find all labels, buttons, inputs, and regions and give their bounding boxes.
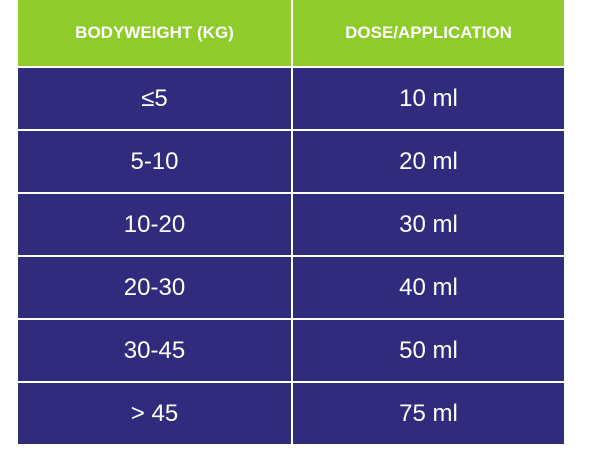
table-row: 10-20 30 ml (18, 192, 564, 257)
dose-cell: 50 ml (291, 318, 564, 383)
table-row: 30-45 50 ml (18, 318, 564, 383)
dosage-table: BODYWEIGHT (KG) DOSE/APPLICATION ≤5 10 m… (18, 0, 564, 444)
dose-cell: 10 ml (291, 66, 564, 131)
dose-cell: 75 ml (291, 381, 564, 444)
bodyweight-cell: 5-10 (18, 129, 293, 194)
dose-cell: 40 ml (291, 255, 564, 320)
table-row: 5-10 20 ml (18, 129, 564, 194)
table-header-row: BODYWEIGHT (KG) DOSE/APPLICATION (18, 0, 564, 68)
table-row: > 45 75 ml (18, 381, 564, 444)
bodyweight-cell: ≤5 (18, 66, 293, 131)
table-row: ≤5 10 ml (18, 66, 564, 131)
bodyweight-cell: > 45 (18, 381, 293, 444)
table-row: 20-30 40 ml (18, 255, 564, 320)
bodyweight-cell: 30-45 (18, 318, 293, 383)
bodyweight-cell: 20-30 (18, 255, 293, 320)
dose-cell: 20 ml (291, 129, 564, 194)
bodyweight-cell: 10-20 (18, 192, 293, 257)
header-bodyweight: BODYWEIGHT (KG) (18, 0, 293, 68)
dose-cell: 30 ml (291, 192, 564, 257)
header-dose-application: DOSE/APPLICATION (291, 0, 564, 68)
